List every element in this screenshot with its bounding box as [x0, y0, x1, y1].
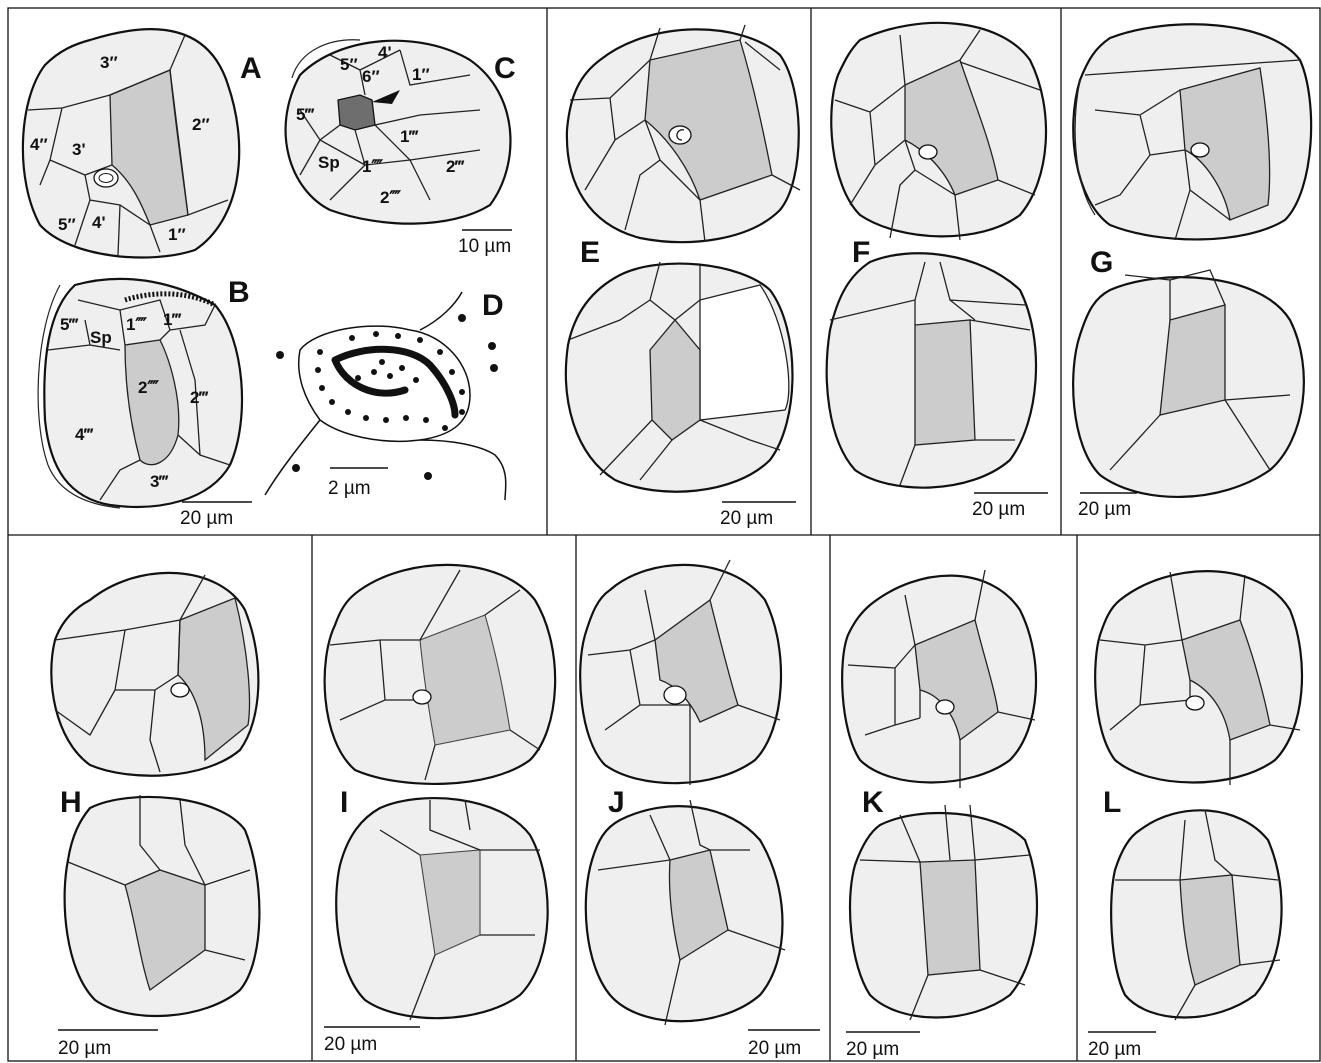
cingulum-pore — [918, 144, 938, 160]
panel-letter: H — [60, 786, 82, 819]
panel-letter: K — [862, 786, 884, 819]
cingulum-pore — [93, 168, 119, 188]
panel-j-ventral-cell — [579, 559, 783, 785]
panel-letter: L — [1103, 786, 1121, 819]
shaded-plate — [644, 39, 773, 201]
panel-h-ventral-cell — [50, 571, 260, 777]
panel-i-ventral-cell — [323, 563, 557, 786]
arrowhead — [372, 90, 400, 104]
plate-label: 3″ — [100, 53, 118, 72]
cingulum-pore — [412, 689, 432, 705]
plate-label: 6″ — [362, 67, 380, 86]
plate-label: 2⁗ — [138, 378, 159, 397]
plate-label: 4' — [378, 43, 392, 62]
panel-frames — [7, 7, 1321, 1062]
plate-label: 4‴ — [75, 425, 93, 444]
panel-letter: D — [482, 289, 504, 322]
shaded-plate — [124, 339, 180, 466]
plate-label: 5‴ — [60, 315, 78, 334]
panel-e-ventral-cell — [565, 24, 801, 244]
shaded-plate — [919, 859, 981, 976]
scale-label: 20 µm — [748, 1038, 801, 1059]
cingulum-pore — [663, 685, 687, 705]
panel-letter: J — [608, 786, 625, 819]
spiral-ridge — [331, 345, 459, 419]
shaded-plate — [1181, 619, 1271, 741]
panel-d-pore-detail: D 2 µm — [264, 289, 507, 501]
panel-g-ventral-cell — [1072, 23, 1313, 241]
scale-label: 10 µm — [458, 236, 511, 257]
panel-f-dorsal-cell — [825, 252, 1038, 489]
panel-letter: G — [1090, 246, 1113, 279]
cingulum-pore — [668, 125, 692, 145]
plate-label: 2‴ — [446, 157, 464, 176]
panel-b-cell: 5‴ Sp 1⁗ 1‴ 2⁗ 2‴ 4‴ 3‴ B 20 µm — [37, 276, 252, 529]
panel-i-dorsal-cell — [335, 796, 549, 1021]
scale-label: 20 µm — [846, 1039, 899, 1060]
plate-label: 2‴ — [190, 388, 208, 407]
plate-label: 3' — [72, 140, 86, 159]
shaded-plate — [124, 869, 206, 992]
scale-label: 20 µm — [972, 499, 1025, 520]
plate-label: 5″ — [58, 215, 76, 234]
plate-label: 1″ — [412, 65, 430, 84]
plate-label: 2″ — [192, 115, 210, 134]
panel-letter: F — [852, 236, 870, 269]
cingulum-pore — [170, 682, 190, 698]
shaded-plate — [668, 849, 729, 962]
panel-j-dorsal-cell — [584, 799, 786, 1026]
panel-l-ventral-cell — [1094, 570, 1304, 785]
panel-letter: E — [580, 236, 600, 269]
panel-g-dorsal-cell — [1072, 269, 1305, 498]
scale-label: 20 µm — [324, 1034, 377, 1055]
plate-label: 1⁗ — [126, 315, 147, 334]
panel-c-cell: 5″ 4' 6″ 1″ 5‴ 1‴ Sp 1⁗ 2‴ 2⁗ C 10 µm — [284, 39, 516, 257]
cingulum-pore — [1185, 695, 1205, 711]
panel-letter: B — [228, 276, 250, 309]
panel-letter: C — [494, 52, 516, 85]
dark-plate — [337, 94, 376, 131]
panel-letter: I — [340, 786, 348, 819]
plate-label: 3‴ — [150, 472, 168, 491]
panel-a-cell: 3″ 2″ 4″ 3' 5″ 4' 1″ A — [21, 28, 262, 259]
shaded-plate — [1159, 304, 1226, 416]
plate-label: Sp — [90, 328, 112, 347]
scale-label: 20 µm — [180, 508, 233, 529]
plate-label: 5‴ — [296, 105, 314, 124]
panel-f-ventral-cell — [830, 21, 1048, 241]
plate-label: 1‴ — [400, 127, 418, 146]
plate-label: 1″ — [168, 225, 186, 244]
panel-h-dorsal-cell — [63, 795, 261, 1018]
panel-letter: A — [240, 52, 262, 85]
scale-label: 20 µm — [720, 508, 773, 529]
scale-label: 20 µm — [58, 1038, 111, 1059]
shaded-plate — [1179, 874, 1241, 986]
panel-e-dorsal-cell — [564, 261, 794, 493]
panel-k-dorsal-cell — [848, 804, 1039, 1021]
shaded-plate — [177, 597, 251, 762]
plate-label: 4' — [92, 213, 106, 232]
scale-label: 20 µm — [1088, 1039, 1141, 1060]
shaded-plate — [1179, 67, 1271, 221]
panel-l-dorsal-cell — [1110, 809, 1283, 1021]
cingulum-pore — [935, 699, 955, 715]
cingulum-pore — [1190, 142, 1210, 158]
plate-label: 4″ — [30, 135, 48, 154]
scale-label: 2 µm — [328, 478, 371, 499]
panel-k-ventral-cell — [841, 569, 1038, 788]
plate-label: Sp — [318, 153, 340, 172]
plate-label: 1‴ — [163, 310, 181, 329]
plate-label: 5″ — [340, 55, 358, 74]
sulcal-list — [124, 291, 217, 308]
unshaded-plate — [699, 284, 790, 421]
shaded-plate — [914, 319, 976, 446]
plate-label: 1⁗ — [362, 157, 383, 176]
plate-label: 2⁗ — [380, 188, 401, 207]
scale-label: 20 µm — [1078, 499, 1131, 520]
